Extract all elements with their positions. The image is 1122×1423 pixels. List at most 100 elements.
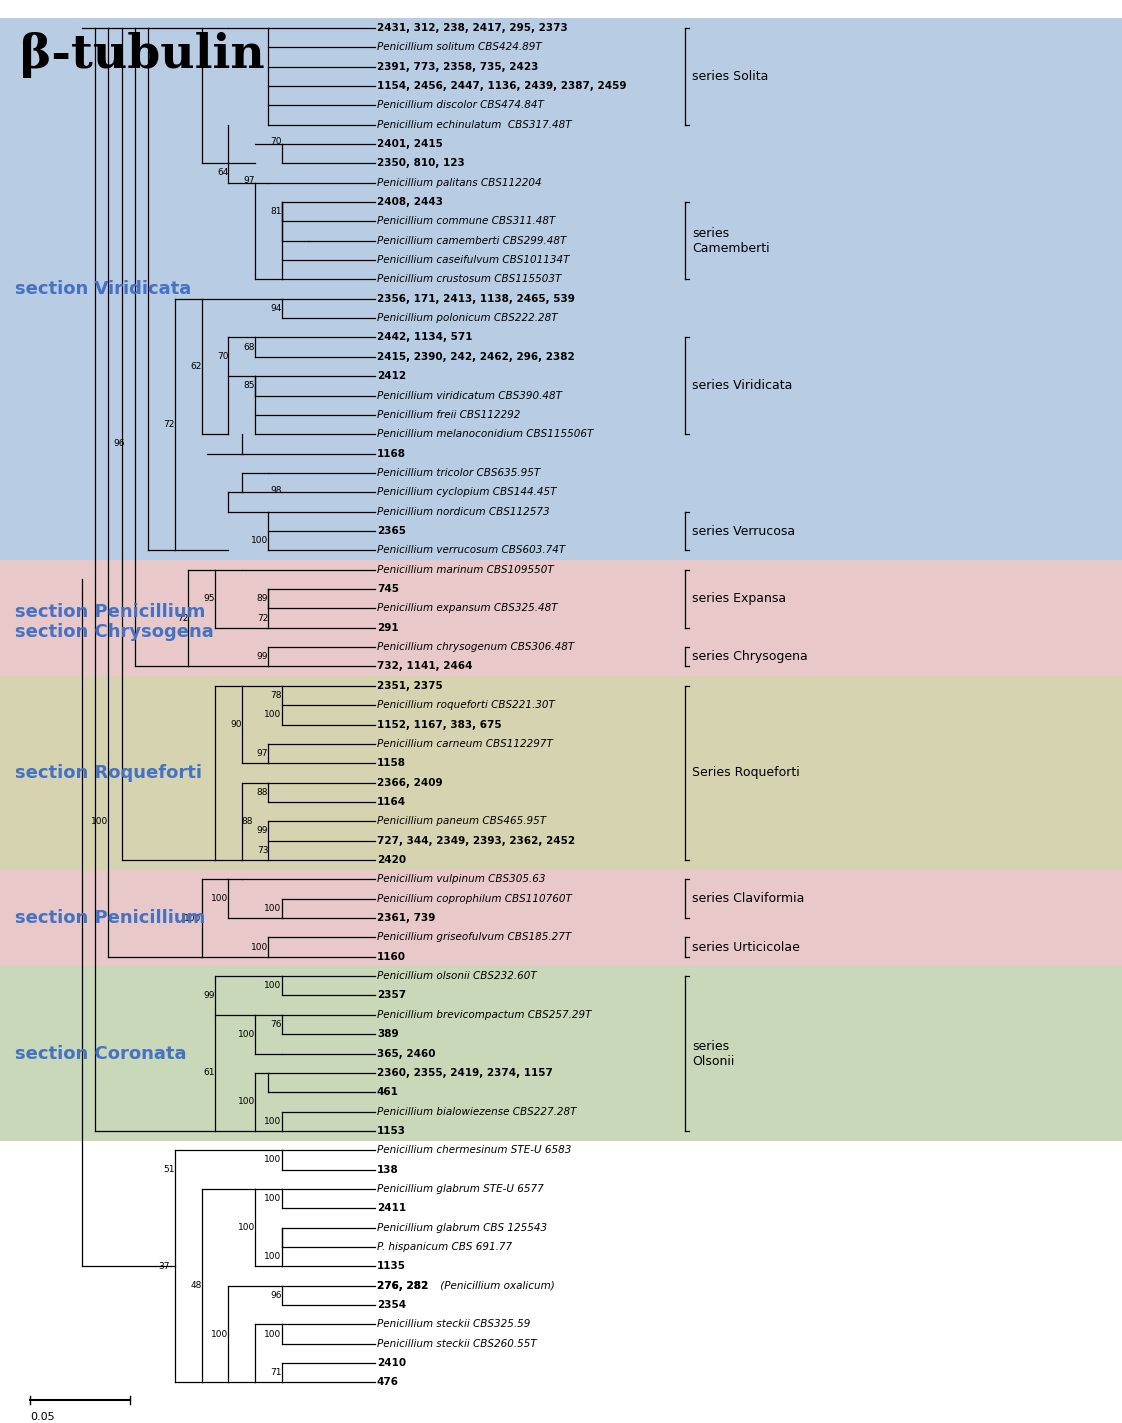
Text: 88: 88 [241, 817, 254, 825]
Text: 51: 51 [164, 1165, 175, 1174]
Text: 2365: 2365 [377, 527, 406, 536]
Text: 2360, 2355, 2419, 2374, 1157: 2360, 2355, 2419, 2374, 1157 [377, 1067, 553, 1077]
Text: 100: 100 [238, 1097, 255, 1107]
Text: series Chrysogena: series Chrysogena [692, 650, 808, 663]
Text: section Viridicata: section Viridicata [15, 280, 191, 297]
Text: Penicillium vulpinum CBS305.63: Penicillium vulpinum CBS305.63 [377, 874, 545, 884]
Text: series Viridicata: series Viridicata [692, 380, 792, 393]
Text: Penicillium polonicum CBS222.28T: Penicillium polonicum CBS222.28T [377, 313, 558, 323]
Text: 90: 90 [230, 720, 241, 729]
Text: Penicillium coprophilum CBS110760T: Penicillium coprophilum CBS110760T [377, 894, 572, 904]
Text: 88: 88 [257, 788, 268, 797]
Text: 2412: 2412 [377, 371, 406, 381]
Text: Penicillium commune CBS311.48T: Penicillium commune CBS311.48T [377, 216, 555, 226]
Text: 276, 282: 276, 282 [377, 1281, 429, 1291]
Text: 99: 99 [257, 652, 268, 662]
Text: 100: 100 [238, 1030, 255, 1039]
Text: 1135: 1135 [377, 1261, 406, 1271]
Text: Penicillium marinum CBS109550T: Penicillium marinum CBS109550T [377, 565, 554, 575]
Text: 70: 70 [217, 353, 229, 361]
Text: 476: 476 [377, 1377, 399, 1387]
Text: 96: 96 [270, 1291, 282, 1299]
Text: 100: 100 [265, 1117, 282, 1126]
Text: Penicillium expansum CBS325.48T: Penicillium expansum CBS325.48T [377, 603, 558, 613]
Text: 89: 89 [257, 595, 268, 603]
Text: 2431, 312, 238, 2417, 295, 2373: 2431, 312, 238, 2417, 295, 2373 [377, 23, 568, 33]
Text: 461: 461 [377, 1087, 399, 1097]
Text: 48: 48 [191, 1281, 202, 1291]
Text: Penicillium steckii CBS325.59: Penicillium steckii CBS325.59 [377, 1319, 531, 1329]
Text: Penicillium camemberti CBS299.48T: Penicillium camemberti CBS299.48T [377, 236, 567, 246]
Text: 100: 100 [238, 1224, 255, 1232]
Text: Penicillium olsonii CBS232.60T: Penicillium olsonii CBS232.60T [377, 970, 536, 980]
Text: section Coronata: section Coronata [15, 1044, 186, 1063]
Text: section Penicillium: section Penicillium [15, 909, 205, 926]
Text: 81: 81 [270, 208, 282, 216]
Text: 2361, 739: 2361, 739 [377, 914, 435, 924]
Text: P. hispanicum CBS 691.77: P. hispanicum CBS 691.77 [377, 1242, 512, 1252]
Text: 100: 100 [265, 1155, 282, 1164]
Text: 96: 96 [113, 440, 125, 448]
Text: 97: 97 [243, 176, 255, 185]
Text: 70: 70 [270, 138, 282, 147]
Text: 72: 72 [164, 420, 175, 430]
Text: series Solita: series Solita [692, 70, 769, 83]
Text: 98: 98 [270, 485, 282, 495]
Text: 73: 73 [257, 845, 268, 855]
Text: 37: 37 [158, 1262, 171, 1271]
Text: 62: 62 [191, 361, 202, 371]
Text: 100: 100 [211, 894, 229, 904]
Text: 97: 97 [257, 748, 268, 758]
Text: Penicillium echinulatum  CBS317.48T: Penicillium echinulatum CBS317.48T [377, 120, 571, 129]
Text: Penicillium paneum CBS465.95T: Penicillium paneum CBS465.95T [377, 817, 546, 827]
Text: Penicillium cyclopium CBS144.45T: Penicillium cyclopium CBS144.45T [377, 487, 557, 497]
Text: (Penicillium oxalicum): (Penicillium oxalicum) [436, 1281, 554, 1291]
Text: 1164: 1164 [377, 797, 406, 807]
Text: Penicillium brevicompactum CBS257.29T: Penicillium brevicompactum CBS257.29T [377, 1010, 591, 1020]
Text: 61: 61 [203, 1069, 215, 1077]
Text: 2415, 2390, 242, 2462, 296, 2382: 2415, 2390, 242, 2462, 296, 2382 [377, 351, 574, 361]
Text: Penicillium steckii CBS260.55T: Penicillium steckii CBS260.55T [377, 1339, 536, 1349]
Text: 2391, 773, 2358, 735, 2423: 2391, 773, 2358, 735, 2423 [377, 61, 539, 71]
Text: 71: 71 [270, 1369, 282, 1377]
Text: 2401, 2415: 2401, 2415 [377, 139, 443, 149]
Text: Series Roqueforti: Series Roqueforti [692, 767, 800, 780]
Text: section Penicillium: section Penicillium [15, 603, 205, 620]
Text: Penicillium verrucosum CBS603.74T: Penicillium verrucosum CBS603.74T [377, 545, 565, 555]
Text: Penicillium tricolor CBS635.95T: Penicillium tricolor CBS635.95T [377, 468, 541, 478]
Text: 745: 745 [377, 583, 399, 593]
Text: 2411: 2411 [377, 1204, 406, 1214]
Text: 1168: 1168 [377, 448, 406, 458]
Text: 78: 78 [270, 692, 282, 700]
Text: Penicillium chrysogenum CBS306.48T: Penicillium chrysogenum CBS306.48T [377, 642, 574, 652]
Text: 138: 138 [377, 1164, 398, 1174]
Text: 100: 100 [265, 982, 282, 990]
Text: 72: 72 [257, 613, 268, 623]
Text: 276, 282: 276, 282 [377, 1281, 429, 1291]
Bar [0, 18, 1122, 561]
Text: series Expansa: series Expansa [692, 592, 787, 605]
Text: 389: 389 [377, 1029, 398, 1039]
Text: 2356, 171, 2413, 1138, 2465, 539: 2356, 171, 2413, 1138, 2465, 539 [377, 293, 574, 303]
Text: series Urticicolae: series Urticicolae [692, 941, 800, 953]
Text: Penicillium viridicatum CBS390.48T: Penicillium viridicatum CBS390.48T [377, 390, 562, 400]
Text: 100: 100 [265, 1329, 282, 1339]
Text: 732, 1141, 2464: 732, 1141, 2464 [377, 662, 472, 672]
Text: series
Olsonii: series Olsonii [692, 1040, 735, 1067]
Text: 100: 100 [265, 1252, 282, 1261]
Text: series
Camemberti: series Camemberti [692, 226, 770, 255]
Text: 100: 100 [251, 536, 268, 545]
Text: 2420: 2420 [377, 855, 406, 865]
Text: 2408, 2443: 2408, 2443 [377, 196, 443, 206]
Text: 85: 85 [243, 381, 255, 390]
Text: β-tubulin: β-tubulin [20, 31, 265, 78]
Text: Penicillium freii CBS112292: Penicillium freii CBS112292 [377, 410, 521, 420]
Text: 68: 68 [243, 343, 255, 351]
Text: 2351, 2375: 2351, 2375 [377, 680, 443, 690]
Text: 1152, 1167, 383, 675: 1152, 1167, 383, 675 [377, 720, 502, 730]
Text: 0.05: 0.05 [30, 1412, 55, 1423]
Text: 100: 100 [251, 942, 268, 952]
Text: 2366, 2409: 2366, 2409 [377, 777, 442, 787]
Text: Penicillium palitans CBS112204: Penicillium palitans CBS112204 [377, 178, 542, 188]
Text: Penicillium roqueforti CBS221.30T: Penicillium roqueforti CBS221.30T [377, 700, 555, 710]
